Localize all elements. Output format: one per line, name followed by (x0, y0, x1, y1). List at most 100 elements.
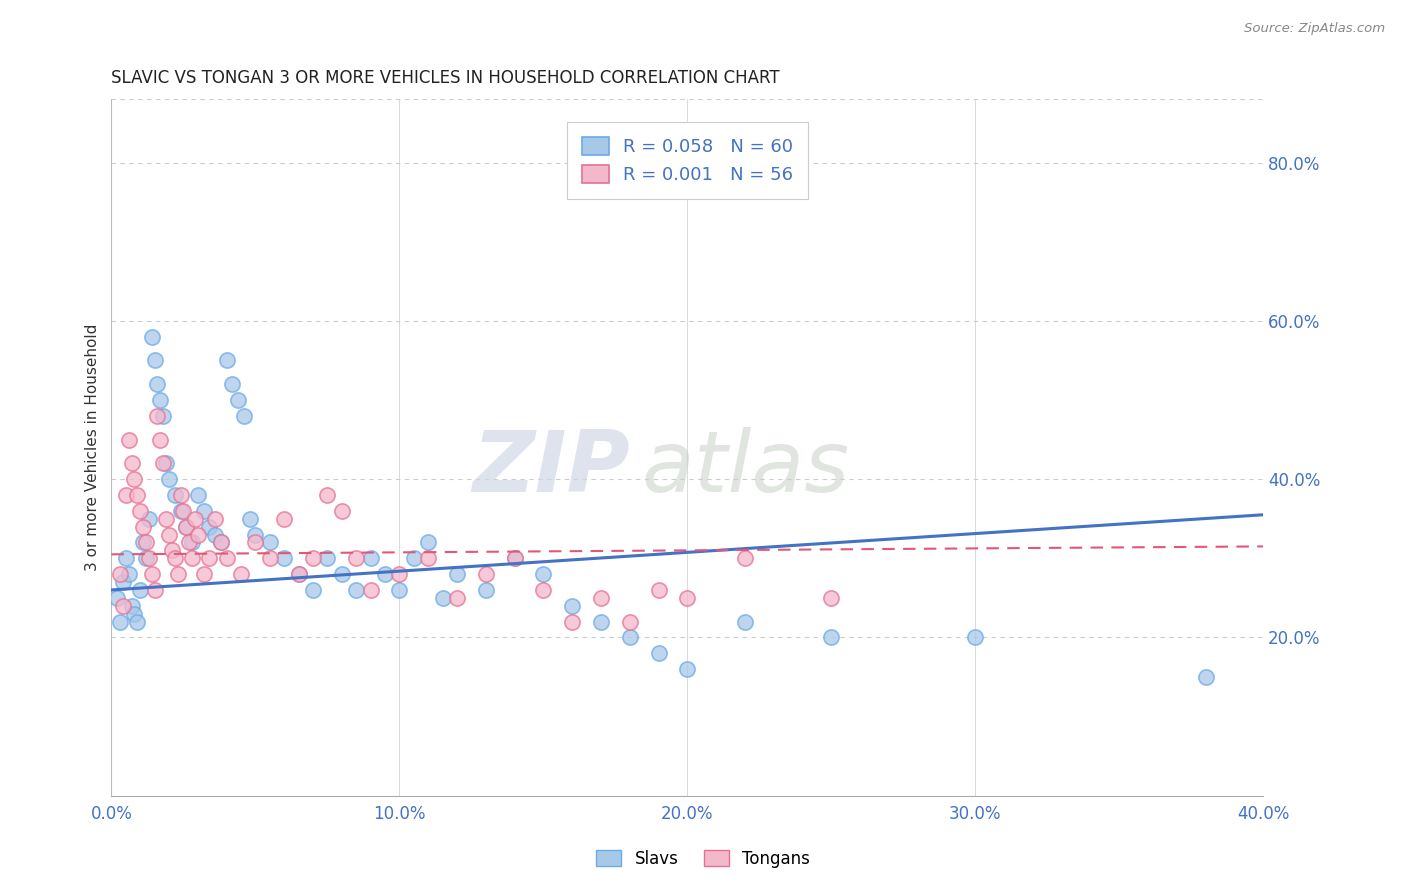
Point (163, 488, 186, 502)
Point (676, 662, 699, 676)
Point (155, 512, 177, 526)
Point (108, 567, 131, 582)
Point (734, 551, 756, 566)
Point (143, 582, 166, 597)
Point (181, 551, 204, 566)
Text: ZIP: ZIP (472, 427, 630, 510)
Point (531, 567, 554, 582)
Point (124, 472, 146, 486)
Point (229, 567, 252, 582)
Point (114, 488, 136, 502)
Point (446, 591, 468, 605)
Point (647, 582, 669, 597)
Text: atlas: atlas (641, 427, 849, 510)
Point (121, 456, 143, 470)
Point (204, 512, 226, 526)
Point (221, 377, 243, 392)
Point (330, 504, 353, 518)
Point (734, 615, 756, 629)
Point (245, 527, 267, 541)
Point (402, 551, 425, 566)
Point (118, 567, 141, 582)
Text: Source: ZipAtlas.com: Source: ZipAtlas.com (1244, 22, 1385, 36)
Point (198, 551, 221, 566)
Point (475, 567, 498, 582)
Point (174, 519, 197, 533)
Point (820, 631, 842, 645)
Point (135, 535, 157, 549)
Point (287, 567, 309, 582)
Point (432, 591, 454, 605)
Point (232, 409, 254, 423)
Point (143, 353, 166, 368)
Point (302, 551, 325, 566)
Point (105, 591, 128, 605)
Point (330, 567, 353, 582)
Point (141, 567, 163, 582)
Point (619, 615, 641, 629)
Point (316, 488, 339, 502)
Point (111, 599, 134, 613)
Point (141, 329, 163, 343)
Point (965, 631, 987, 645)
Point (273, 512, 295, 526)
Point (149, 433, 172, 447)
Point (360, 551, 382, 566)
Point (198, 519, 221, 533)
Point (676, 591, 699, 605)
Point (169, 488, 191, 502)
Point (360, 582, 382, 597)
Point (388, 582, 411, 597)
Point (127, 488, 149, 502)
Point (209, 535, 232, 549)
Point (446, 567, 468, 582)
Point (127, 615, 149, 629)
Point (193, 504, 215, 518)
Point (418, 551, 440, 566)
Point (181, 535, 204, 549)
Point (589, 615, 612, 629)
Point (187, 488, 209, 502)
Point (589, 591, 612, 605)
Point (152, 409, 174, 423)
Point (209, 535, 232, 549)
Point (344, 551, 367, 566)
Text: SLAVIC VS TONGAN 3 OR MORE VEHICLES IN HOUSEHOLD CORRELATION CHART: SLAVIC VS TONGAN 3 OR MORE VEHICLES IN H… (111, 69, 780, 87)
Legend: Slavs, Tongans: Slavs, Tongans (589, 844, 817, 875)
Point (239, 512, 262, 526)
Point (114, 551, 136, 566)
Point (135, 551, 157, 566)
Point (215, 353, 238, 368)
Point (503, 551, 526, 566)
Point (160, 543, 183, 558)
Y-axis label: 3 or more Vehicles in Household: 3 or more Vehicles in Household (86, 324, 100, 571)
Point (163, 551, 186, 566)
Point (503, 551, 526, 566)
Point (174, 519, 197, 533)
Point (344, 582, 367, 597)
Point (316, 551, 339, 566)
Point (287, 567, 309, 582)
Point (475, 582, 498, 597)
Point (155, 456, 177, 470)
Point (146, 409, 169, 423)
Point (302, 582, 325, 597)
Point (138, 512, 160, 526)
Point (259, 551, 281, 566)
Point (169, 504, 191, 518)
Legend: R = 0.058   N = 60, R = 0.001   N = 56: R = 0.058 N = 60, R = 0.001 N = 56 (567, 122, 807, 199)
Point (132, 519, 155, 533)
Point (149, 392, 172, 407)
Point (273, 551, 295, 566)
Point (157, 472, 180, 486)
Point (187, 527, 209, 541)
Point (129, 504, 152, 518)
Point (124, 607, 146, 621)
Point (138, 551, 160, 566)
Point (259, 535, 281, 549)
Point (157, 527, 180, 541)
Point (1195, 670, 1218, 684)
Point (388, 567, 411, 582)
Point (132, 535, 155, 549)
Point (121, 599, 143, 613)
